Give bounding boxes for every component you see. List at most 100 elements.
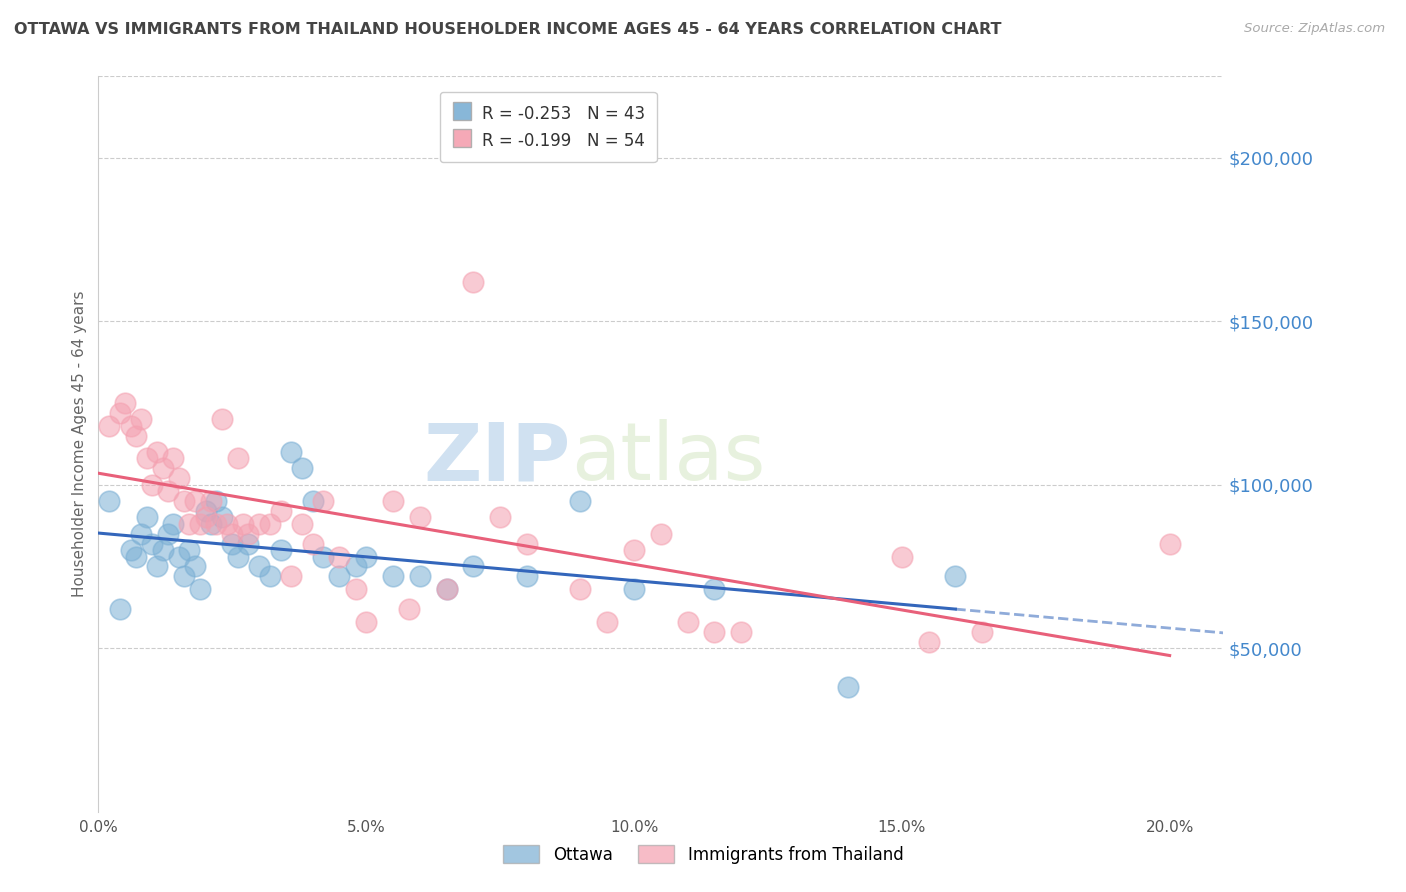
Point bbox=[205, 516, 228, 531]
Point bbox=[205, 494, 228, 508]
Point bbox=[247, 516, 270, 531]
Point bbox=[650, 526, 672, 541]
Point bbox=[226, 549, 249, 564]
Point bbox=[238, 536, 260, 550]
Point bbox=[108, 406, 131, 420]
Point bbox=[516, 536, 538, 550]
Point bbox=[837, 681, 859, 695]
Point bbox=[489, 510, 512, 524]
Point bbox=[1159, 536, 1181, 550]
Point bbox=[129, 526, 152, 541]
Point bbox=[184, 559, 207, 574]
Point bbox=[200, 494, 222, 508]
Point bbox=[280, 445, 302, 459]
Point bbox=[569, 494, 592, 508]
Point bbox=[703, 624, 725, 639]
Point bbox=[291, 516, 314, 531]
Point bbox=[291, 461, 314, 475]
Text: ZIP: ZIP bbox=[423, 419, 571, 498]
Point bbox=[463, 559, 485, 574]
Point bbox=[436, 582, 458, 597]
Point bbox=[238, 526, 260, 541]
Point bbox=[344, 582, 367, 597]
Y-axis label: Householder Income Ages 45 - 64 years: Householder Income Ages 45 - 64 years bbox=[72, 291, 87, 597]
Point bbox=[354, 549, 377, 564]
Point bbox=[436, 582, 458, 597]
Point bbox=[623, 582, 645, 597]
Point bbox=[917, 634, 939, 648]
Point bbox=[200, 516, 222, 531]
Point bbox=[152, 461, 174, 475]
Point bbox=[184, 494, 207, 508]
Point bbox=[162, 451, 184, 466]
Point bbox=[382, 494, 405, 508]
Point bbox=[382, 569, 405, 583]
Point bbox=[463, 275, 485, 289]
Point bbox=[596, 615, 619, 629]
Point bbox=[120, 418, 142, 433]
Point bbox=[247, 559, 270, 574]
Point bbox=[211, 412, 233, 426]
Point bbox=[114, 396, 136, 410]
Point bbox=[157, 484, 180, 499]
Legend: Ottawa, Immigrants from Thailand: Ottawa, Immigrants from Thailand bbox=[496, 838, 910, 871]
Text: Source: ZipAtlas.com: Source: ZipAtlas.com bbox=[1244, 22, 1385, 36]
Point bbox=[270, 504, 292, 518]
Point bbox=[98, 494, 121, 508]
Point bbox=[146, 445, 169, 459]
Point bbox=[301, 536, 323, 550]
Point bbox=[516, 569, 538, 583]
Point bbox=[141, 477, 163, 491]
Point bbox=[569, 582, 592, 597]
Point bbox=[280, 569, 302, 583]
Point bbox=[120, 543, 142, 558]
Point bbox=[194, 510, 217, 524]
Point bbox=[108, 602, 131, 616]
Point bbox=[730, 624, 752, 639]
Point bbox=[270, 543, 292, 558]
Point bbox=[398, 602, 420, 616]
Point bbox=[188, 582, 211, 597]
Point bbox=[232, 516, 254, 531]
Point bbox=[344, 559, 367, 574]
Point bbox=[125, 549, 148, 564]
Point bbox=[312, 494, 335, 508]
Point bbox=[328, 549, 350, 564]
Text: atlas: atlas bbox=[571, 419, 765, 498]
Point bbox=[945, 569, 967, 583]
Point bbox=[221, 526, 243, 541]
Point bbox=[354, 615, 377, 629]
Point bbox=[972, 624, 994, 639]
Point bbox=[226, 451, 249, 466]
Point bbox=[141, 536, 163, 550]
Point bbox=[703, 582, 725, 597]
Point bbox=[135, 510, 157, 524]
Point bbox=[173, 494, 195, 508]
Point bbox=[676, 615, 699, 629]
Point bbox=[259, 569, 281, 583]
Point bbox=[301, 494, 323, 508]
Point bbox=[146, 559, 169, 574]
Point bbox=[409, 569, 432, 583]
Point bbox=[152, 543, 174, 558]
Point bbox=[194, 504, 217, 518]
Point bbox=[623, 543, 645, 558]
Text: OTTAWA VS IMMIGRANTS FROM THAILAND HOUSEHOLDER INCOME AGES 45 - 64 YEARS CORRELA: OTTAWA VS IMMIGRANTS FROM THAILAND HOUSE… bbox=[14, 22, 1001, 37]
Point bbox=[135, 451, 157, 466]
Point bbox=[409, 510, 432, 524]
Point bbox=[173, 569, 195, 583]
Point bbox=[328, 569, 350, 583]
Point bbox=[259, 516, 281, 531]
Point bbox=[890, 549, 912, 564]
Point bbox=[179, 516, 201, 531]
Point bbox=[179, 543, 201, 558]
Point bbox=[98, 418, 121, 433]
Point bbox=[125, 428, 148, 442]
Point bbox=[167, 471, 190, 485]
Point bbox=[167, 549, 190, 564]
Point bbox=[221, 536, 243, 550]
Legend: R = -0.253   N = 43, R = -0.199   N = 54: R = -0.253 N = 43, R = -0.199 N = 54 bbox=[440, 92, 657, 162]
Point bbox=[215, 516, 238, 531]
Point bbox=[188, 516, 211, 531]
Point bbox=[211, 510, 233, 524]
